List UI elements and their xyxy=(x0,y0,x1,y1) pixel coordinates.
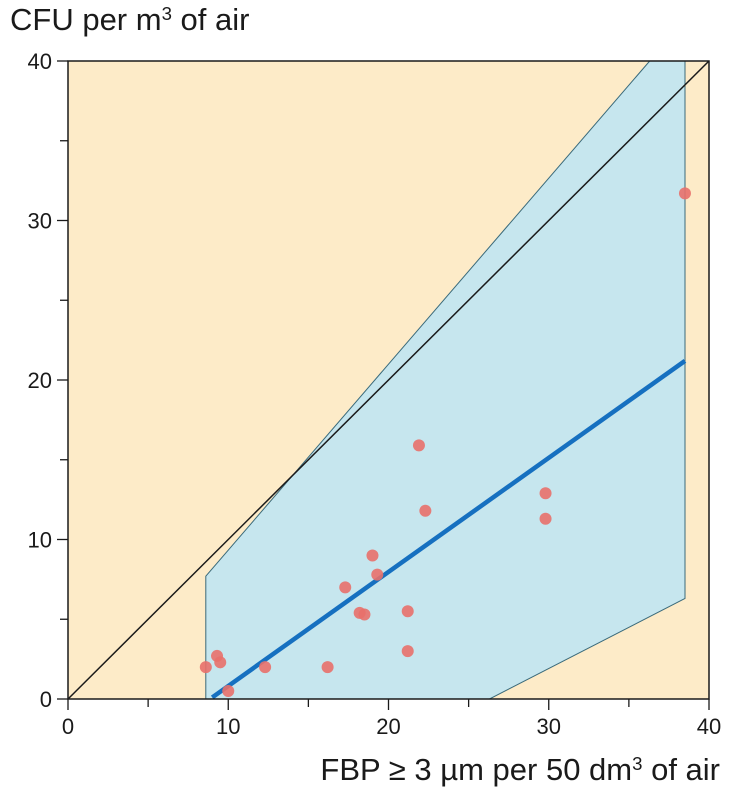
data-point xyxy=(401,605,414,618)
x-axis-title: FBP ≥ 3 µm per 50 dm3 of air xyxy=(320,752,720,787)
data-point xyxy=(401,645,414,658)
y-tick-label: 30 xyxy=(28,209,52,234)
x-tick-label: 20 xyxy=(376,714,400,739)
x-tick-label: 10 xyxy=(216,714,240,739)
identity-line xyxy=(68,61,709,699)
y-tick-label: 10 xyxy=(28,528,52,553)
data-point xyxy=(371,568,384,581)
data-point xyxy=(214,656,227,669)
data-point xyxy=(539,512,552,525)
data-point xyxy=(419,504,432,517)
data-point xyxy=(199,661,212,674)
x-tick-label: 40 xyxy=(697,714,721,739)
x-tick-label: 30 xyxy=(537,714,561,739)
y-tick-label: 40 xyxy=(28,49,52,74)
data-point xyxy=(358,608,371,621)
y-axis-title: CFU per m3 of air xyxy=(10,2,250,37)
y-tick-label: 20 xyxy=(28,368,52,393)
data-point xyxy=(321,661,334,674)
data-point xyxy=(412,439,425,452)
y-tick-label: 0 xyxy=(40,687,52,712)
data-point xyxy=(222,685,235,698)
data-point xyxy=(539,487,552,500)
data-point xyxy=(259,661,272,674)
confidence-band xyxy=(205,61,686,699)
x-tick-label: 0 xyxy=(62,714,74,739)
data-point xyxy=(678,187,691,200)
data-point xyxy=(339,581,352,594)
regression-line xyxy=(210,359,687,700)
data-point xyxy=(366,549,379,562)
